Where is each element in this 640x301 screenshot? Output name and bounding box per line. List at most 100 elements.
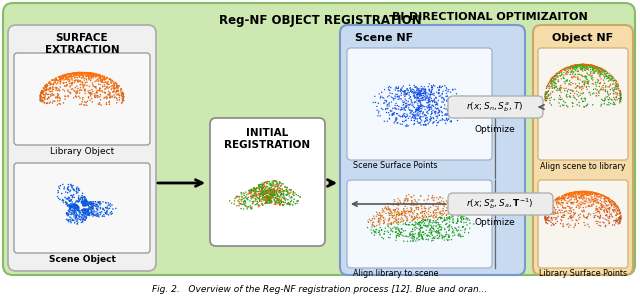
Point bbox=[71, 89, 81, 94]
Point bbox=[565, 192, 575, 197]
Point bbox=[81, 197, 91, 202]
Point bbox=[369, 229, 380, 234]
Point bbox=[602, 208, 612, 213]
Point bbox=[556, 196, 566, 200]
Point bbox=[77, 208, 88, 213]
Point bbox=[413, 105, 424, 110]
Point bbox=[257, 192, 267, 197]
Point bbox=[263, 190, 273, 194]
Point bbox=[77, 209, 88, 214]
Point bbox=[42, 84, 52, 89]
Point bbox=[591, 197, 602, 202]
Point bbox=[85, 90, 95, 95]
Point bbox=[276, 198, 286, 203]
Point bbox=[101, 102, 111, 107]
Point bbox=[70, 71, 81, 76]
Point bbox=[577, 192, 587, 197]
Point bbox=[245, 187, 255, 192]
Point bbox=[576, 189, 586, 194]
Point bbox=[574, 72, 584, 77]
Point bbox=[433, 204, 444, 209]
Point bbox=[403, 197, 413, 202]
Point bbox=[73, 204, 83, 209]
Point bbox=[92, 88, 102, 93]
Point bbox=[554, 69, 564, 74]
Point bbox=[60, 97, 70, 101]
Point bbox=[79, 103, 89, 107]
Point bbox=[542, 91, 552, 96]
Point bbox=[416, 86, 426, 91]
Point bbox=[261, 188, 271, 193]
Point bbox=[65, 203, 76, 208]
Point bbox=[76, 70, 86, 75]
Point bbox=[95, 73, 106, 78]
Point bbox=[66, 193, 76, 198]
Point bbox=[557, 194, 567, 199]
Point bbox=[576, 85, 586, 90]
Point bbox=[74, 79, 84, 84]
Point bbox=[387, 112, 397, 117]
Point bbox=[412, 215, 422, 220]
Point bbox=[609, 78, 619, 82]
Point bbox=[575, 215, 585, 220]
Point bbox=[554, 200, 564, 204]
Point bbox=[270, 185, 280, 189]
Point bbox=[591, 65, 601, 70]
Point bbox=[79, 99, 90, 104]
Point bbox=[546, 77, 556, 82]
Point bbox=[113, 89, 123, 94]
Point bbox=[82, 71, 92, 76]
FancyBboxPatch shape bbox=[538, 48, 628, 160]
Point bbox=[79, 203, 89, 207]
Point bbox=[550, 73, 561, 78]
Point bbox=[263, 198, 273, 203]
Point bbox=[80, 218, 90, 223]
Point bbox=[580, 65, 591, 70]
Point bbox=[68, 71, 79, 76]
Point bbox=[458, 234, 468, 239]
Point bbox=[599, 193, 609, 198]
Point bbox=[60, 73, 70, 77]
Point bbox=[78, 203, 88, 208]
Point bbox=[262, 188, 273, 193]
Point bbox=[93, 211, 103, 216]
Point bbox=[79, 201, 90, 206]
Point bbox=[446, 102, 456, 107]
Point bbox=[71, 215, 81, 220]
Point bbox=[374, 221, 385, 226]
Point bbox=[264, 194, 275, 199]
Point bbox=[95, 95, 105, 99]
Point bbox=[444, 214, 454, 219]
Point bbox=[566, 64, 576, 69]
Point bbox=[394, 211, 404, 216]
Point bbox=[540, 215, 550, 219]
Point bbox=[40, 84, 51, 88]
Point bbox=[577, 190, 588, 195]
Point bbox=[63, 72, 73, 76]
Point bbox=[580, 201, 590, 206]
Point bbox=[559, 68, 570, 73]
Point bbox=[66, 205, 76, 210]
Point bbox=[264, 196, 274, 201]
Point bbox=[547, 216, 557, 221]
Point bbox=[591, 66, 602, 71]
Point bbox=[569, 95, 579, 100]
Point bbox=[406, 88, 416, 92]
Point bbox=[285, 202, 296, 206]
Point bbox=[57, 75, 67, 80]
Point bbox=[556, 214, 566, 219]
Point bbox=[589, 202, 599, 206]
Point bbox=[426, 225, 436, 230]
Point bbox=[97, 79, 108, 84]
Point bbox=[570, 191, 580, 196]
Point bbox=[562, 92, 572, 97]
Point bbox=[78, 216, 88, 221]
Point bbox=[612, 82, 623, 86]
Point bbox=[429, 110, 440, 114]
Point bbox=[88, 71, 98, 76]
Point bbox=[570, 211, 580, 216]
Point bbox=[274, 197, 284, 202]
Point bbox=[414, 120, 424, 125]
Point bbox=[588, 82, 598, 86]
Point bbox=[456, 220, 467, 225]
